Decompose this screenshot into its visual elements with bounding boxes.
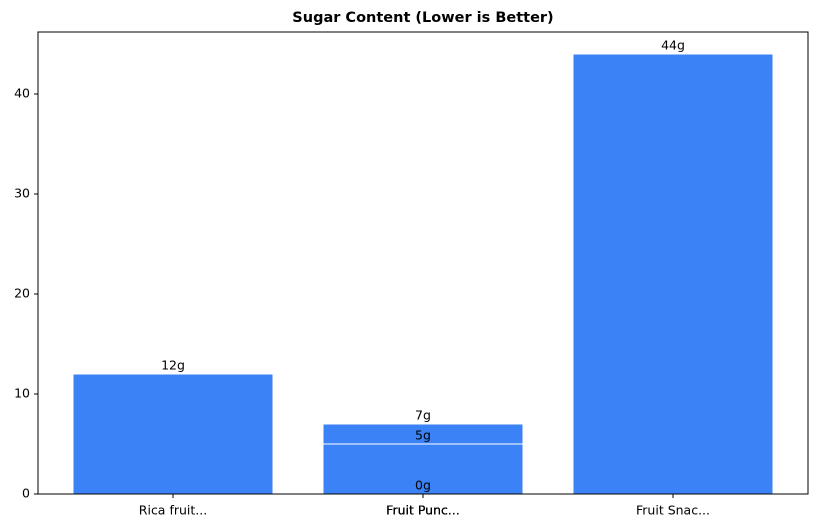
value-label: 12g [161, 358, 185, 373]
plot-frame [37, 31, 809, 495]
x-tick-label: Rica fruit... [139, 503, 207, 518]
x-tick-label: Fruit Snac... [636, 503, 710, 518]
x-tick-label: Fruit Punc... [386, 503, 460, 518]
chart-title: Sugar Content (Lower is Better) [292, 10, 553, 26]
bar [572, 53, 774, 495]
value-label: 5g [415, 428, 431, 443]
x-tick-label: Fruit Punc... [386, 503, 460, 518]
bar [322, 443, 524, 495]
y-tick-label: 30 [14, 186, 30, 201]
y-tick-label: 40 [14, 86, 30, 101]
y-tick-label: 10 [14, 386, 30, 401]
bar [72, 373, 274, 495]
y-tick-label: 0 [22, 486, 30, 501]
y-tick-label: 20 [14, 286, 30, 301]
value-label: 44g [661, 38, 685, 53]
value-label: 0g [415, 478, 431, 493]
x-tick-label: Fruit Punc... [386, 503, 460, 518]
value-label: 7g [415, 408, 431, 423]
